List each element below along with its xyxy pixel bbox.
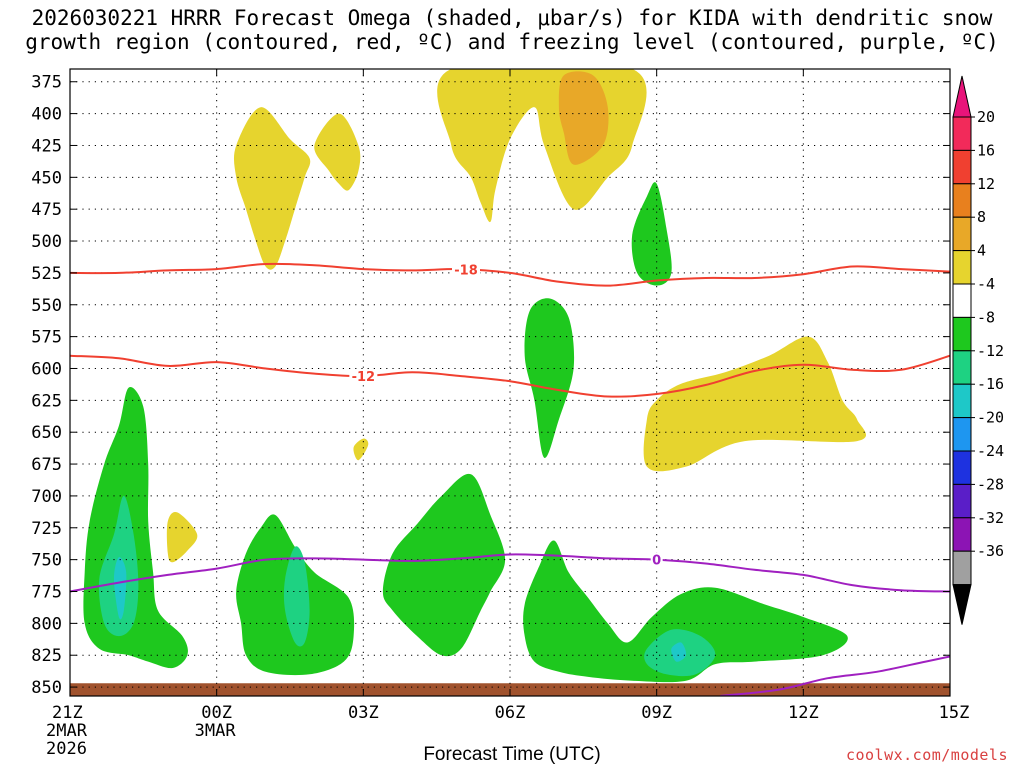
colorbar-swatch — [952, 483, 972, 519]
y-tick-label: 800 — [31, 614, 62, 634]
x-tick-label: 03Z — [348, 703, 379, 723]
y-tick-label: 725 — [31, 519, 62, 539]
omega-region-17 — [671, 642, 687, 662]
colorbar-label: 4 — [977, 242, 986, 260]
contour-line-0 — [70, 553, 950, 593]
colorbar-label: -16 — [977, 375, 1004, 393]
contour-label--12: -12 — [352, 370, 376, 385]
omega-region-3 — [558, 71, 609, 165]
colorbar-swatch — [952, 383, 972, 419]
colorbar-swatch — [952, 283, 972, 318]
colorbar-swatch — [952, 450, 972, 485]
x-tick-date: 3MAR — [195, 721, 237, 741]
colorbar-swatch — [952, 350, 972, 385]
y-tick-label: 450 — [31, 168, 62, 188]
colorbar-label: -4 — [977, 275, 995, 293]
omega-region-16 — [114, 556, 127, 620]
colorbar-label: -20 — [977, 409, 1004, 427]
x-tick-year: 2026 — [46, 739, 87, 759]
colorbar-swatch — [952, 250, 972, 285]
colorbar-label: 20 — [977, 108, 995, 126]
colorbar-label: -12 — [977, 342, 1004, 360]
colorbar-label: -28 — [977, 475, 1004, 493]
omega-region-1 — [314, 113, 361, 191]
colorbar-label: 16 — [977, 141, 995, 159]
omega-region-9 — [382, 473, 506, 657]
y-tick-label: 825 — [31, 646, 62, 666]
y-tick-label: 475 — [31, 200, 62, 220]
omega-region-11 — [631, 182, 672, 286]
colorbar-swatch — [952, 550, 972, 586]
colorbar-swatch — [952, 417, 972, 452]
contour-label-bg — [452, 262, 480, 277]
x-tick-label: 09Z — [641, 703, 672, 723]
omega-region-5 — [166, 511, 198, 563]
y-tick-label: 850 — [31, 678, 62, 698]
colorbar-swatch — [952, 216, 972, 252]
contour-line--18 — [70, 262, 950, 287]
y-tick-label: 625 — [31, 391, 62, 411]
colorbar-swatch — [952, 116, 972, 151]
x-tick-label: 06Z — [495, 703, 526, 723]
y-tick-label: 500 — [31, 232, 62, 252]
colorbar-label: -24 — [977, 442, 1004, 460]
colorbar-label: 12 — [977, 175, 995, 193]
contour-label-bg — [349, 369, 378, 384]
omega-region-12 — [523, 540, 848, 683]
x-tick-label: 21Z — [52, 703, 83, 723]
colorbar-swatch — [952, 149, 972, 185]
colorbar-label: -32 — [977, 509, 1004, 527]
y-tick-label: 600 — [31, 359, 62, 379]
contour-line--12 — [70, 354, 950, 398]
colorbar-swatch — [952, 316, 972, 352]
colorbar-label: 8 — [977, 208, 986, 226]
y-tick-label: 425 — [31, 136, 62, 156]
y-tick-label: 750 — [31, 551, 62, 571]
contour-label-bg — [650, 552, 663, 567]
y-tick-label: 650 — [31, 423, 62, 443]
contour-line-2 — [720, 655, 950, 696]
contour-label-0: 0 — [652, 554, 661, 569]
omega-region-0 — [233, 107, 311, 270]
x-axis-label: Forecast Time (UTC) — [423, 744, 601, 765]
y-tick-label: 525 — [31, 264, 62, 284]
y-tick-label: 575 — [31, 328, 62, 348]
colorbar-label: -8 — [977, 308, 995, 326]
y-tick-label: 675 — [31, 455, 62, 475]
x-tick-label: 12Z — [788, 703, 819, 723]
credit-text: coolwx.com/models — [845, 746, 1008, 764]
contour-label--18: -18 — [454, 263, 478, 278]
omega-region-6 — [643, 336, 867, 472]
colorbar-swatch — [952, 517, 972, 552]
y-tick-label: 775 — [31, 583, 62, 603]
x-tick-date: 2MAR — [46, 721, 88, 741]
colorbar-label: -36 — [977, 542, 1004, 560]
omega-region-10 — [524, 298, 575, 458]
colorbar-bottom-arrow — [952, 584, 972, 625]
x-tick-label: 15Z — [939, 703, 970, 723]
x-tick-label: 00Z — [201, 703, 232, 723]
colorbar-swatch — [952, 183, 972, 218]
omega-region-4 — [353, 438, 369, 461]
omega-region-14 — [283, 546, 310, 647]
y-tick-label: 550 — [31, 296, 62, 316]
y-tick-label: 700 — [31, 487, 62, 507]
y-tick-label: 400 — [31, 105, 62, 125]
y-tick-label: 375 — [31, 73, 62, 93]
colorbar-top-arrow — [952, 75, 972, 118]
chart-title: 2026030221 HRRR Forecast Omega (shaded, … — [25, 6, 999, 54]
